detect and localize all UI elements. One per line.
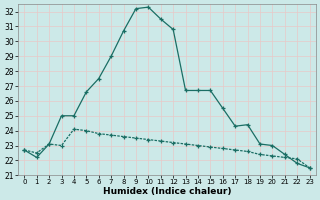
X-axis label: Humidex (Indice chaleur): Humidex (Indice chaleur) bbox=[103, 187, 231, 196]
